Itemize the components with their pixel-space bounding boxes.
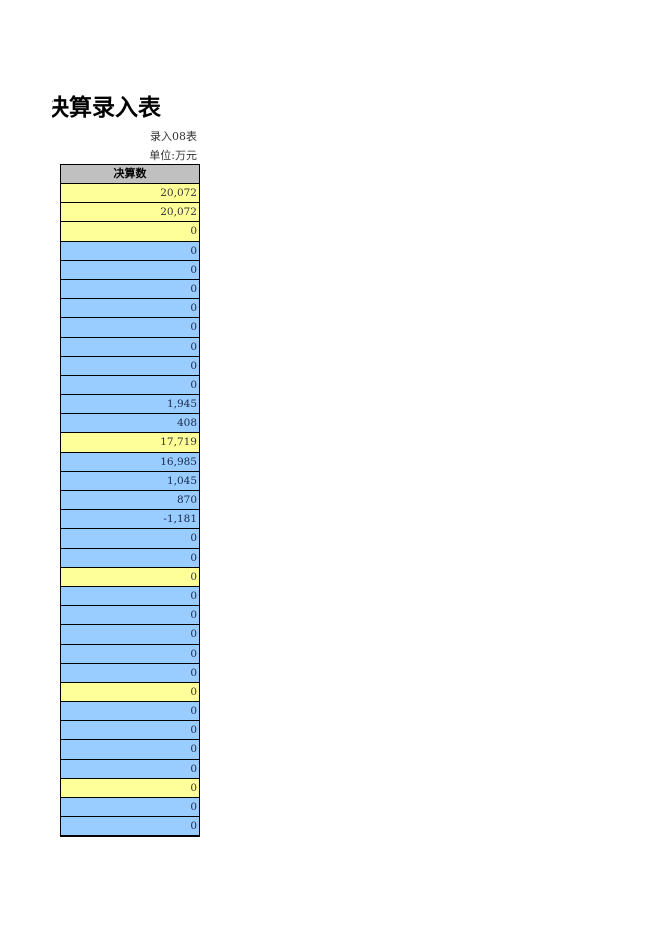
table-cell[interactable]: 870 [61,491,199,511]
table-cell[interactable]: 0 [61,260,199,280]
table-cell[interactable]: 0 [61,356,199,376]
table-code: 录入08表 [150,130,197,143]
table-cell[interactable]: 0 [61,817,199,837]
table-cell[interactable]: 20,072 [61,184,199,204]
table-cell[interactable]: 0 [61,548,199,568]
table-cell[interactable]: 20,072 [61,203,199,223]
table-cell[interactable]: 0 [61,778,199,798]
table-cell[interactable]: 0 [61,375,199,396]
table-cell[interactable]: 0 [61,529,199,549]
table-cell[interactable]: 0 [61,567,199,587]
table-cell[interactable]: 0 [61,606,199,626]
table-cell[interactable]: 0 [61,798,199,818]
table-cell[interactable]: 1,045 [61,471,199,491]
table-cell[interactable]: 0 [61,222,199,242]
table-cell[interactable]: 1,945 [61,395,199,415]
data-table: 决算数 20,072 20,072 0 0 0 0 0 0 0 0 0 1,945 408 17,719 1… [60,164,200,838]
table-cell[interactable]: 0 [61,299,199,319]
table-cell[interactable]: 17,719 [61,433,199,453]
table-cell[interactable]: 408 [61,414,199,434]
table-cell[interactable]: 0 [61,682,199,703]
table-cell[interactable]: 0 [61,318,199,338]
table-cell[interactable]: 0 [61,337,199,357]
table-cell[interactable]: 0 [61,586,199,607]
table-cell[interactable]: 0 [61,663,199,683]
table-cell[interactable]: 0 [61,279,199,300]
table-cell[interactable]: 0 [61,759,199,779]
table-cell[interactable]: 0 [61,721,199,741]
column-header: 决算数 [61,165,199,184]
table-cell[interactable]: 16,985 [61,452,199,472]
table-cell[interactable]: 0 [61,740,199,760]
unit-label: 单位:万元 [149,149,197,162]
table-cell[interactable]: 0 [61,625,199,645]
table-cell[interactable]: 0 [61,644,199,664]
table-cell[interactable]: 0 [61,241,199,261]
sheet-title: 决算录入表 [46,95,161,121]
table-cell[interactable]: -1,181 [61,510,199,530]
table-cell[interactable]: 0 [61,702,199,722]
